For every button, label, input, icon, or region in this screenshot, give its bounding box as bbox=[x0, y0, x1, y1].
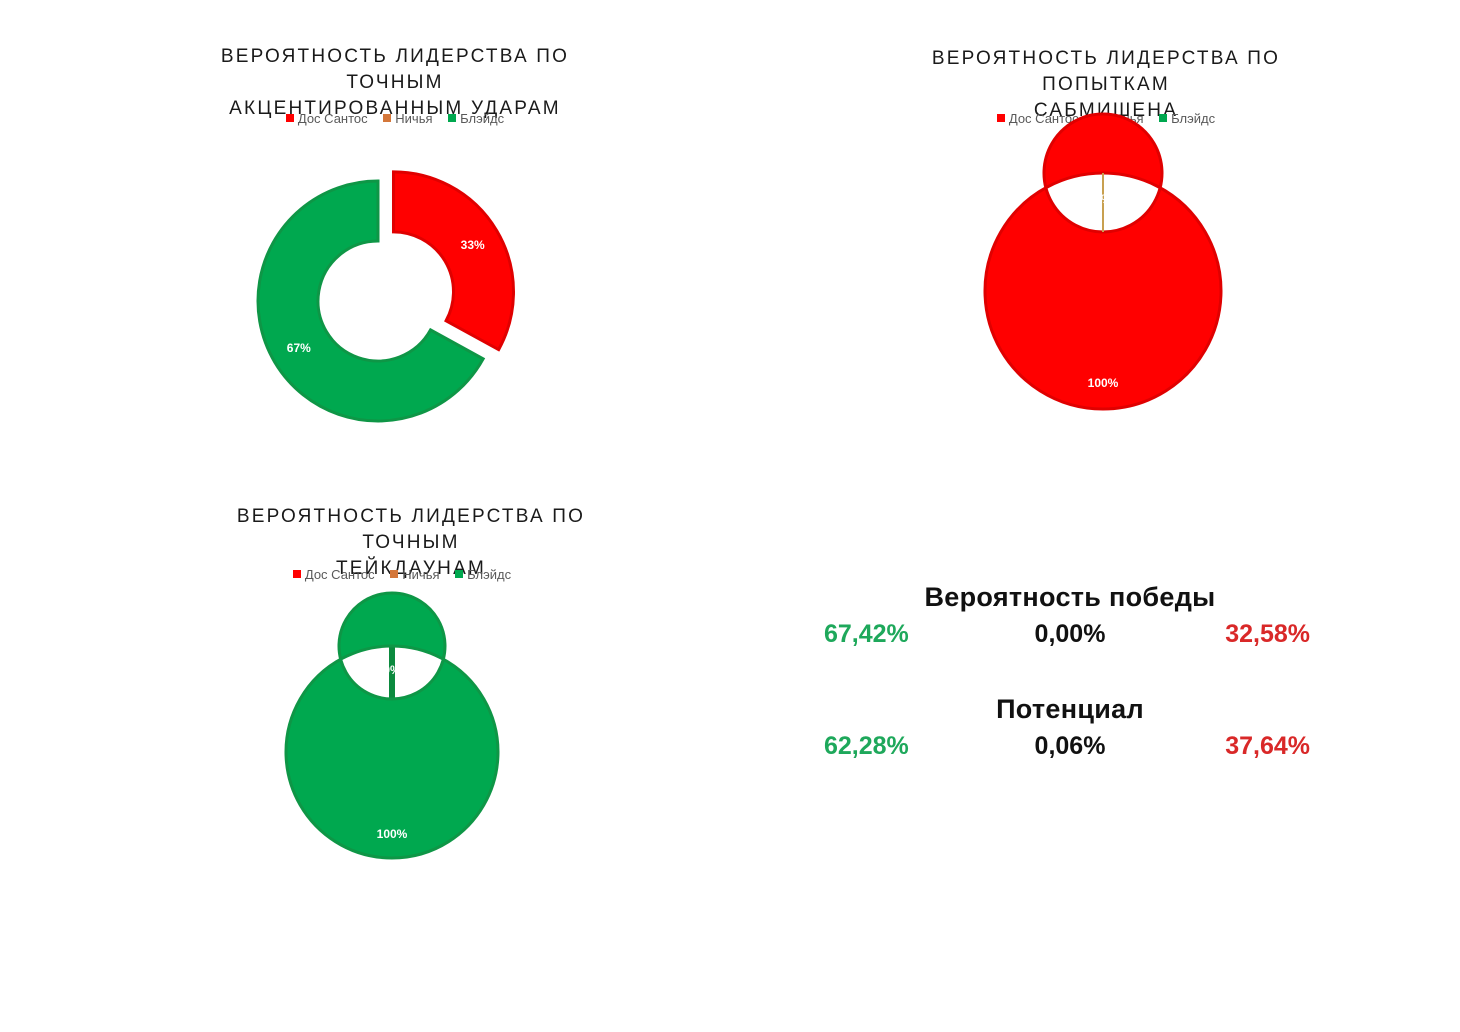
legend-label: Блэйдс bbox=[460, 110, 505, 126]
chart-takedowns: ВЕРОЯТНОСТЬ ЛИДЕРСТВА ПО ТОЧНЫМ ТЕЙКДАУН… bbox=[196, 504, 626, 884]
legend-swatch-dos-santos bbox=[285, 114, 294, 122]
legend-label: Дос Сантос bbox=[297, 110, 368, 126]
legend-swatch-draw bbox=[383, 114, 392, 122]
data-label-dos-santos: 100% bbox=[1088, 376, 1119, 390]
legend-swatch-draw bbox=[390, 570, 399, 578]
legend-item-dos-santos: Дос Сантос bbox=[285, 110, 368, 126]
donut-slice-blaydes bbox=[256, 179, 486, 423]
chart-title-line-2: САБМИШЕНА bbox=[1033, 100, 1179, 121]
win-probability-heading: Вероятность победы bbox=[924, 582, 1216, 612]
legend-label: Блэйдс bbox=[467, 566, 512, 582]
legend-swatch-blaydes bbox=[455, 570, 464, 578]
chart-title-line-2: АКЦЕНТИРОВАННЫМ УДАРАМ bbox=[229, 98, 561, 119]
data-label-dos-santos: 0% bbox=[383, 663, 401, 677]
donut-slice-dos-santos bbox=[983, 112, 1223, 411]
chart-title-line-1: ВЕРОЯТНОСТЬ ЛИДЕРСТВА ПО ТОЧНЫМ bbox=[220, 46, 570, 93]
legend-swatch-dos-santos bbox=[292, 570, 301, 578]
data-label-blaydes: 100% bbox=[377, 827, 408, 841]
legend-item-draw: Ничья bbox=[383, 110, 433, 126]
win-probability-row: 67,42% 0,00% 32,58% bbox=[800, 620, 1340, 654]
chart-title: ВЕРОЯТНОСТЬ ЛИДЕРСТВА ПО ПОПЫТКАМ САБМИШ… bbox=[880, 46, 1332, 124]
legend-label: Ничья bbox=[402, 566, 440, 582]
potential-row: 62,28% 0,06% 37,64% bbox=[800, 732, 1340, 766]
legend-item-blaydes: Блэйдс bbox=[455, 567, 511, 582]
legend-item-blaydes: Блэйдс bbox=[448, 111, 504, 126]
chart-title: ВЕРОЯТНОСТЬ ЛИДЕРСТВА ПО ТОЧНЫМ ТЕЙКДАУН… bbox=[196, 504, 626, 582]
legend-item-dos-santos: Дос Сантос bbox=[292, 566, 375, 582]
donut-chart-takedowns: 0% 100% bbox=[284, 591, 500, 860]
potential-blaydes: 62,28% bbox=[824, 732, 909, 760]
legend-swatch-blaydes bbox=[448, 114, 457, 122]
legend-label: Дос Сантос bbox=[1008, 110, 1079, 126]
potential-heading: Потенциал bbox=[996, 694, 1144, 724]
chart-legend: Дос Сантос Ничья Блэйдс bbox=[180, 110, 610, 126]
legend-label: Ничья bbox=[395, 110, 433, 126]
chart-accented-strikes: ВЕРОЯТНОСТЬ ЛИДЕРСТВА ПО ТОЧНЫМ АКЦЕНТИР… bbox=[180, 44, 610, 444]
data-label-dos-santos: 33% bbox=[461, 238, 485, 252]
legend-label: Дос Сантос bbox=[304, 566, 375, 582]
data-label-draw: 0% bbox=[1094, 192, 1112, 206]
win-probability-summary: Вероятность победы 67,42% 0,00% 32,58% П… bbox=[800, 580, 1340, 780]
donut-chart-accented-strikes: 33% 67% bbox=[256, 170, 515, 423]
potential-draw: 0,06% bbox=[1034, 732, 1106, 760]
legend-swatch-dos-santos bbox=[996, 114, 1005, 122]
chart-title-line-1: ВЕРОЯТНОСТЬ ЛИДЕРСТВА ПО ТОЧНЫМ bbox=[236, 506, 586, 553]
potential-dos-santos: 37,64% bbox=[1225, 732, 1310, 760]
chart-title-line-2: ТЕЙКДАУНАМ bbox=[336, 558, 486, 579]
win-probability-dos-santos: 32,58% bbox=[1225, 620, 1310, 648]
chart-legend: Дос Сантос Ничья Блэйдс bbox=[178, 566, 626, 582]
data-label-blaydes: 67% bbox=[287, 341, 311, 355]
donut-slice-blaydes bbox=[284, 591, 500, 860]
chart-title-line-1: ВЕРОЯТНОСТЬ ЛИДЕРСТВА ПО ПОПЫТКАМ bbox=[931, 48, 1281, 95]
legend-item-blaydes: Блэйдс bbox=[1159, 111, 1215, 126]
donut-slice-dos-santos bbox=[391, 170, 515, 352]
legend-swatch-blaydes bbox=[1159, 114, 1168, 122]
win-probability-draw: 0,00% bbox=[1034, 620, 1106, 648]
chart-title: ВЕРОЯТНОСТЬ ЛИДЕРСТВА ПО ТОЧНЫМ АКЦЕНТИР… bbox=[180, 44, 610, 122]
win-probability-blaydes: 67,42% bbox=[824, 620, 909, 648]
legend-item-dos-santos: Дос Сантос bbox=[996, 110, 1079, 126]
legend-label: Блэйдс bbox=[1171, 110, 1216, 126]
legend-item-draw: Ничья bbox=[390, 566, 440, 582]
donut-chart-submission-attempts: 100% 0% bbox=[983, 112, 1223, 411]
